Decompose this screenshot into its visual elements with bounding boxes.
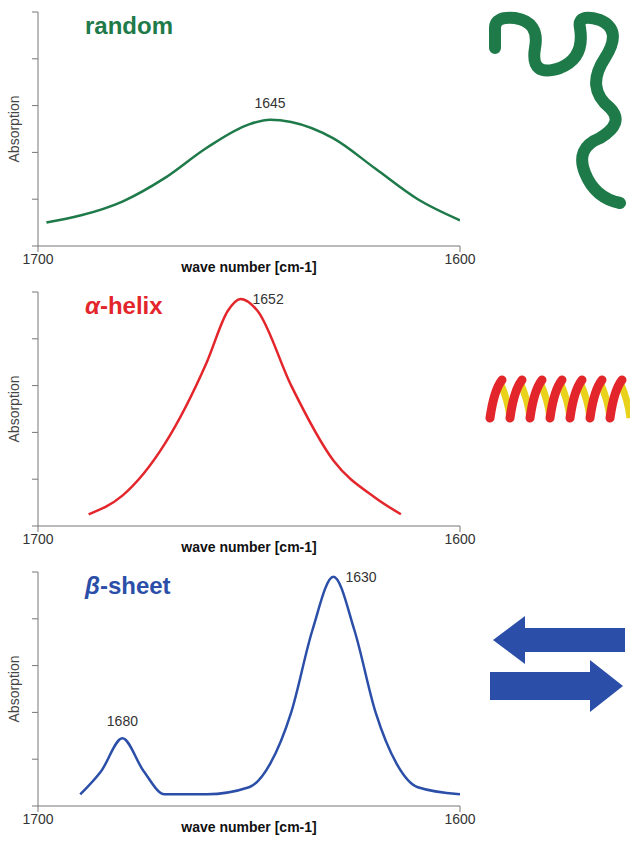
svg-text:1600: 1600 (444, 251, 475, 267)
svg-text:1630: 1630 (345, 569, 376, 585)
svg-text:1652: 1652 (253, 291, 284, 307)
svg-text:Absorption: Absorption (6, 656, 22, 723)
svg-text:1700: 1700 (22, 251, 53, 267)
svg-text:1700: 1700 (22, 811, 53, 827)
svg-text:1700: 1700 (22, 531, 53, 547)
svg-text:Absorption: Absorption (6, 376, 22, 443)
html-text:β -sheet: β -sheet (85, 572, 171, 599)
svg-text:1680: 1680 (107, 713, 138, 729)
svg-text:1600: 1600 (444, 531, 475, 547)
svg-text:1600: 1600 (444, 811, 475, 827)
svg-text:wave number [cm-1]: wave number [cm-1] (180, 259, 316, 275)
svg-text:1645: 1645 (255, 95, 286, 111)
svg-text:wave number [cm-1]: wave number [cm-1] (180, 819, 316, 835)
html-text:α -helix: α -helix (85, 292, 163, 319)
svg-text:wave number [cm-1]: wave number [cm-1] (180, 539, 316, 555)
svg-text:Absorption: Absorption (6, 96, 22, 163)
html-text:random: random (85, 12, 173, 39)
